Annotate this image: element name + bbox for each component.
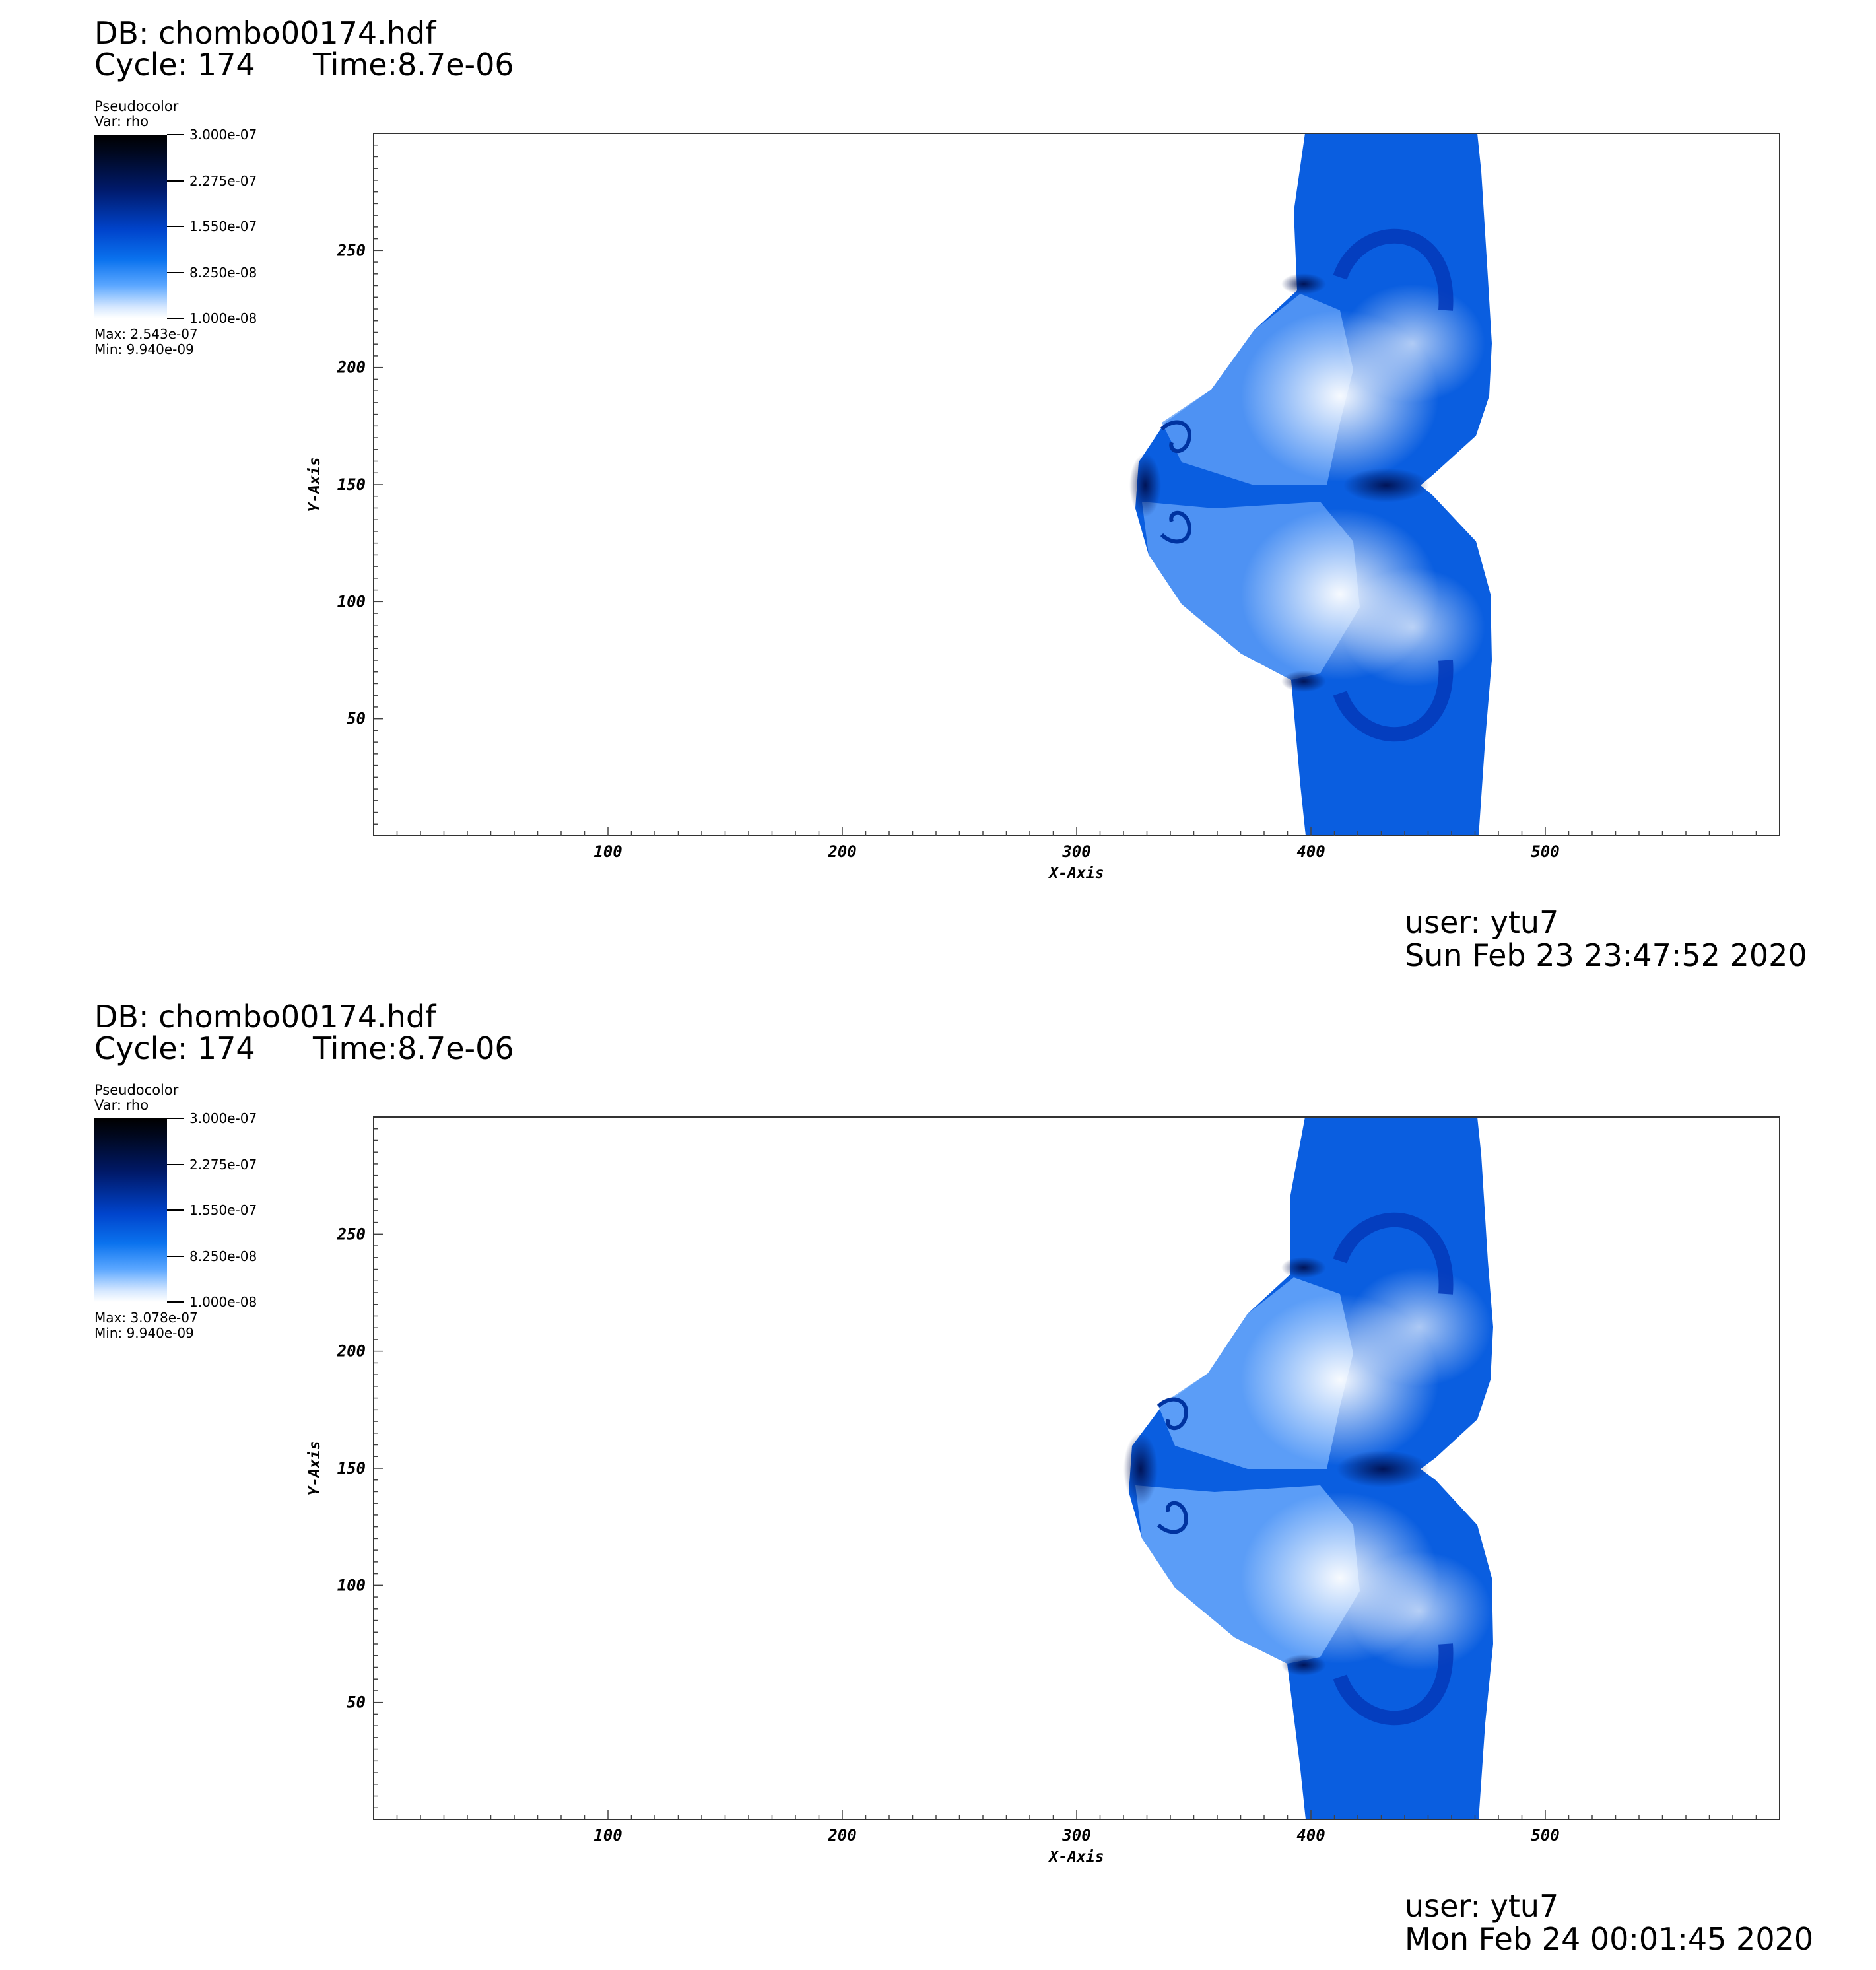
dense-knot: [1281, 1257, 1326, 1278]
y-tick-label: 150: [337, 1459, 366, 1478]
x-tick-label: 500: [1531, 1826, 1559, 1845]
colorbar-tick-label: 1.550e-07: [189, 219, 257, 234]
colorbar-tick: [167, 272, 184, 273]
colorbar-tick-label: 2.275e-07: [189, 1157, 257, 1172]
legend-max: Max: 3.078e-07: [94, 1310, 198, 1326]
y-axis-title: Y-Axis: [306, 457, 323, 512]
pseudocolor-plot: 100 200 300 400 500 50 100 150 200 250 X-Axis Y-…: [306, 1116, 1780, 1866]
timestamp-label: Mon Feb 24 00:01:45 2020: [1405, 1921, 1814, 1957]
dense-knot: [1337, 1450, 1429, 1487]
y-tick-label: 100: [337, 592, 366, 611]
y-tick-label: 50: [347, 1693, 366, 1712]
colorbar-tick-label: 8.250e-08: [189, 265, 257, 281]
colorbar-tick-label: 3.000e-07: [189, 1110, 257, 1126]
user-label: user: ytu7: [1405, 904, 1559, 940]
time-label: Time:8.7e-06: [313, 47, 514, 83]
vortex-arc: [1333, 228, 1454, 311]
pseudocolor-plot: 100 200 300 400 500 50 100 150 200 250 X-Axis Y-…: [306, 133, 1780, 882]
timestamp-label: Sun Feb 23 23:47:52 2020: [1405, 937, 1807, 973]
x-tick-label: 400: [1296, 1826, 1325, 1845]
y-tick-label: 250: [337, 241, 366, 259]
colorbar-tick: [167, 1256, 184, 1257]
vortex-swirl: [1156, 1397, 1188, 1431]
colorbar-tick: [167, 226, 184, 227]
dense-knot: [1129, 454, 1161, 517]
legend-variable: Var: rho: [94, 1097, 149, 1113]
density-field: [1129, 133, 1492, 836]
colorbar-tick-label: 1.550e-07: [189, 1202, 257, 1218]
y-tick-label: 50: [347, 710, 366, 728]
dense-knot: [1281, 273, 1326, 294]
density-field: [1123, 1117, 1493, 1819]
vortex-swirl: [1160, 510, 1191, 544]
colorbar: [94, 135, 167, 318]
bright-core: [1347, 1268, 1492, 1386]
plot-panel-bottom: DB: chombo00174.hdf Cycle: 174 Time:8.7e…: [0, 984, 1876, 1967]
colorbar-tick: [167, 1118, 184, 1119]
bright-core: [1340, 568, 1485, 687]
legend-min: Min: 9.940e-09: [94, 1325, 194, 1341]
vortex-swirl: [1156, 1501, 1188, 1534]
legend-variable: Var: rho: [94, 114, 149, 129]
colorbar-tick-label: 1.000e-08: [189, 1294, 257, 1310]
cycle-label: Cycle: 174: [94, 47, 255, 83]
x-axis-title: X-Axis: [1048, 865, 1104, 882]
legend-max: Max: 2.543e-07: [94, 326, 198, 342]
colorbar-tick: [167, 134, 184, 135]
colorbar-tick-label: 8.250e-08: [189, 1248, 257, 1264]
db-title: DB: chombo00174.hdf: [94, 999, 436, 1035]
colorbar-tick: [167, 180, 184, 182]
db-title: DB: chombo00174.hdf: [94, 15, 436, 51]
y-axis-title: Y-Axis: [306, 1441, 323, 1495]
colorbar-tick-label: 3.000e-07: [189, 127, 257, 143]
vortex-arc: [1333, 660, 1454, 742]
cycle-label: Cycle: 174: [94, 1031, 255, 1066]
colorbar-tick: [167, 1164, 184, 1165]
x-axis-title: X-Axis: [1048, 1849, 1104, 1866]
plot-panel-top: DB: chombo00174.hdf Cycle: 174 Time:8.7e…: [0, 0, 1876, 984]
colorbar-tick: [167, 1209, 184, 1211]
bright-core: [1347, 1551, 1492, 1670]
x-tick-label: 200: [827, 842, 856, 861]
x-tick-label: 300: [1061, 1826, 1090, 1845]
x-tick-label: 100: [593, 842, 622, 861]
colorbar-tick-label: 1.000e-08: [189, 310, 257, 326]
legend-title: Pseudocolor: [94, 1082, 179, 1098]
colorbar-tick-label: 2.275e-07: [189, 173, 257, 189]
dense-knot: [1281, 671, 1326, 692]
y-tick-label: 250: [337, 1225, 366, 1243]
y-tick-label: 100: [337, 1576, 366, 1594]
legend-min: Min: 9.940e-09: [94, 341, 194, 357]
time-label: Time:8.7e-06: [313, 1031, 514, 1066]
y-tick-label: 200: [337, 358, 366, 377]
legend-title: Pseudocolor: [94, 98, 179, 114]
vortex-arc: [1333, 1212, 1454, 1295]
x-tick-label: 100: [593, 1826, 622, 1845]
x-tick-label: 500: [1531, 842, 1559, 861]
x-tick-label: 400: [1296, 842, 1325, 861]
dense-knot: [1343, 468, 1429, 502]
colorbar-tick: [167, 318, 184, 319]
colorbar-tick: [167, 1301, 184, 1303]
dense-knot: [1281, 1654, 1326, 1676]
dense-knot: [1123, 1433, 1158, 1505]
y-tick-label: 150: [337, 475, 366, 494]
vortex-arc: [1333, 1643, 1454, 1726]
colorbar: [94, 1118, 167, 1302]
y-tick-label: 200: [337, 1342, 366, 1361]
user-label: user: ytu7: [1405, 1888, 1559, 1924]
vortex-swirl: [1160, 420, 1191, 454]
bright-core: [1340, 284, 1485, 403]
x-tick-label: 200: [827, 1826, 856, 1845]
x-tick-label: 300: [1061, 842, 1090, 861]
plot-frame: [373, 133, 1780, 836]
plot-frame: [373, 1116, 1780, 1820]
